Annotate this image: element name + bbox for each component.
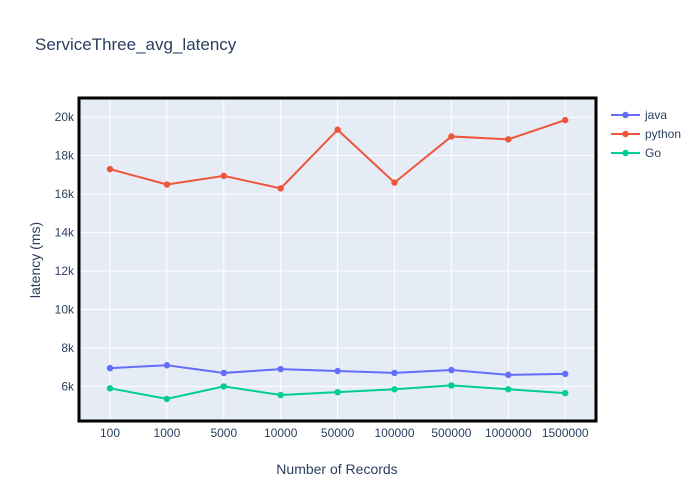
legend-item-go[interactable]: Go — [611, 146, 661, 160]
legend-item-java[interactable]: java — [611, 108, 667, 122]
legend-label: Go — [645, 146, 661, 160]
data-point — [277, 391, 284, 399]
y-tick-label: 6k — [61, 379, 75, 393]
series-java — [106, 362, 569, 379]
data-point — [163, 181, 171, 188]
y-tick-label: 12k — [55, 264, 75, 278]
data-point — [562, 370, 569, 378]
legend-item-python[interactable]: python — [611, 127, 681, 141]
y-tick-labels: 6k 8k 10k 12k 14k 16k 18k 20k — [55, 110, 75, 393]
legend-swatch-marker — [622, 149, 629, 157]
x-tick-label: 10000 — [264, 426, 298, 440]
chart-title: ServiceThree_avg_latency — [35, 35, 237, 54]
y-tick-label: 14k — [55, 226, 75, 240]
data-point — [505, 386, 512, 393]
x-tick-label: 1500000 — [542, 426, 589, 440]
y-tick-label: 20k — [55, 110, 75, 124]
x-tick-label: 1000 — [154, 426, 181, 440]
data-point — [220, 369, 227, 377]
data-point — [106, 165, 114, 173]
x-tick-label: 100 — [100, 426, 120, 440]
y-tick-label: 16k — [55, 187, 75, 201]
data-point — [334, 388, 341, 396]
x-axis-title: Number of Records — [276, 461, 397, 477]
legend-swatch-marker — [622, 111, 629, 119]
y-tick-label: 10k — [55, 302, 75, 316]
data-point — [391, 369, 398, 377]
series-layer — [106, 116, 569, 403]
plot-border — [77, 96, 598, 423]
legend-label: java — [644, 108, 667, 122]
x-tick-label: 100000 — [374, 426, 414, 440]
data-point — [391, 179, 398, 186]
gridlines — [79, 98, 596, 421]
data-point — [220, 172, 227, 180]
legend: java python Go — [611, 108, 681, 160]
data-point — [106, 364, 114, 372]
y-axis-title: latency (ms) — [27, 222, 43, 298]
data-point — [334, 367, 341, 375]
data-point — [391, 386, 398, 393]
data-point — [163, 395, 171, 403]
data-point — [277, 185, 284, 192]
data-point — [448, 133, 455, 140]
series-go — [106, 382, 569, 403]
x-tick-label: 500000 — [431, 426, 471, 440]
x-tick-label: 1000000 — [485, 426, 532, 440]
data-point — [277, 365, 284, 373]
data-point — [220, 383, 227, 390]
x-tick-label: 50000 — [321, 426, 355, 440]
data-point — [562, 389, 569, 397]
data-point — [505, 136, 512, 143]
data-point — [448, 366, 455, 374]
x-tick-labels: 100 1000 5000 10000 50000 100000 500000 1000000… — [100, 426, 589, 440]
data-point — [163, 362, 171, 369]
y-tick-label: 18k — [55, 149, 75, 163]
y-tick-label: 8k — [61, 341, 75, 355]
data-point — [505, 371, 512, 379]
legend-label: python — [645, 127, 681, 141]
x-tick-label: 5000 — [210, 426, 237, 440]
data-point — [562, 116, 569, 124]
legend-swatch-marker — [622, 130, 629, 138]
data-point — [106, 385, 114, 392]
series-python — [106, 116, 569, 192]
data-point — [448, 382, 455, 389]
data-point — [334, 126, 341, 133]
